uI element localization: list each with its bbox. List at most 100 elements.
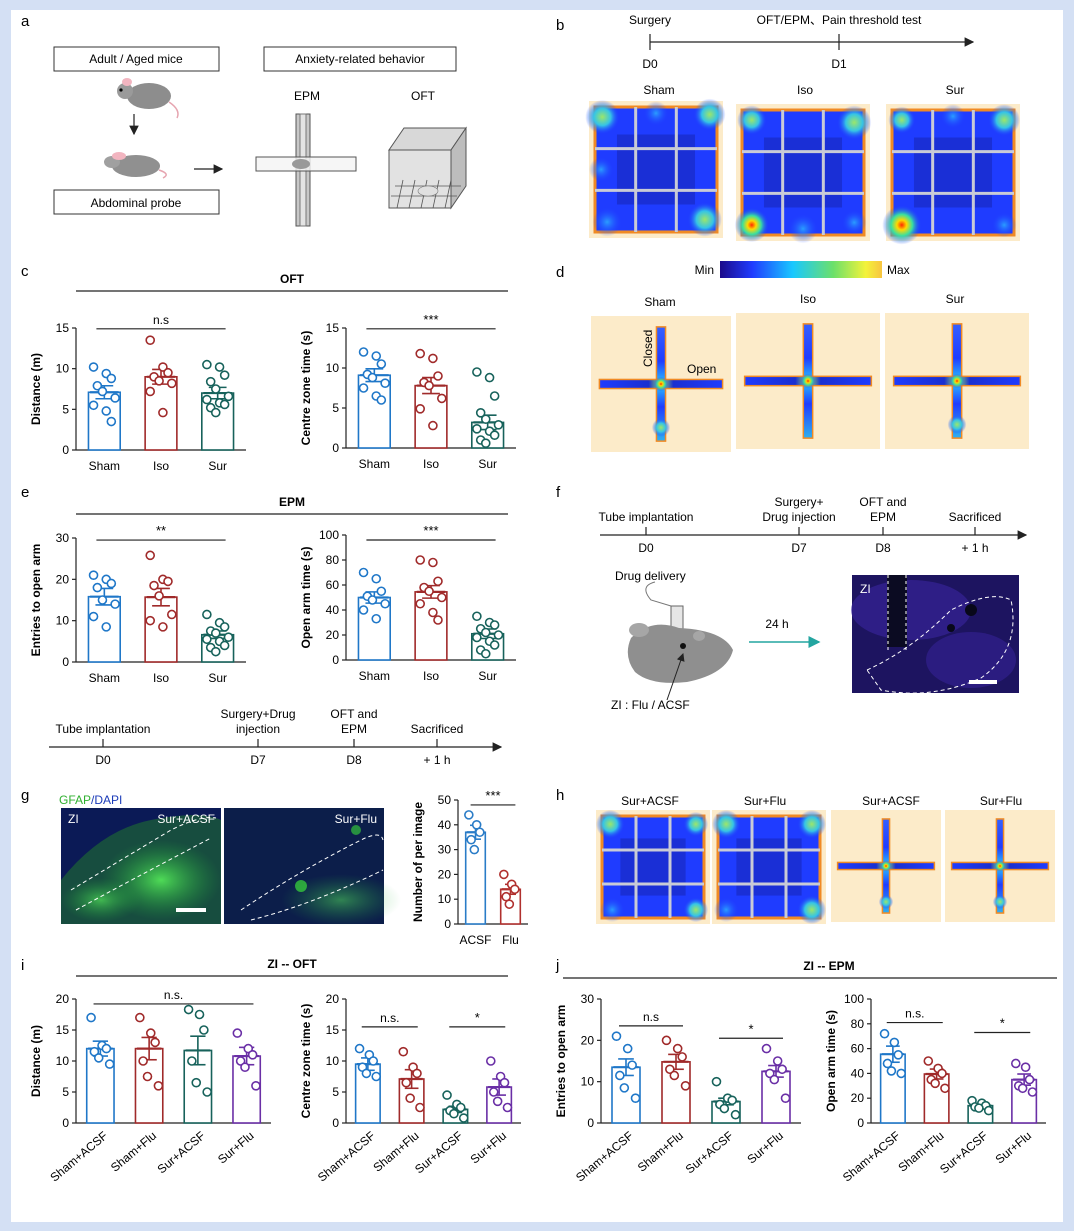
epm-label: EPM — [294, 89, 320, 103]
data-point — [493, 419, 504, 430]
data-point — [672, 1043, 683, 1054]
data-point — [88, 362, 99, 372]
x-tick-label: Sur+Flu — [468, 1129, 509, 1167]
panel-letter-e: e — [21, 484, 29, 501]
zi-oft-title: ZI -- OFT — [267, 957, 317, 971]
y-tick-label: 100 — [844, 992, 864, 1006]
closed-arm-label: Closed — [641, 330, 655, 367]
oft-heatmap-sham — [585, 98, 726, 238]
y-tick-label: 10 — [326, 361, 340, 375]
significance-label: *** — [423, 523, 438, 538]
data-point — [92, 582, 103, 593]
data-point — [974, 1103, 984, 1113]
data-point — [480, 648, 491, 659]
data-point — [469, 844, 480, 855]
y-tick-label: 0 — [857, 1116, 864, 1130]
x-tick-label: Sham+ACSF — [840, 1129, 903, 1185]
epm-section-title: EPM — [279, 495, 305, 509]
y-tick-label: 60 — [326, 578, 340, 592]
data-point — [449, 1108, 459, 1119]
y-tick-label: 15 — [326, 1023, 340, 1037]
box-mice — [53, 46, 220, 72]
data-point — [158, 407, 168, 418]
x-tick-label: Iso — [153, 671, 169, 685]
data-point — [194, 1009, 205, 1020]
data-point — [371, 1071, 382, 1082]
x-tick-label: Sham — [89, 459, 120, 473]
data-point — [615, 1070, 625, 1081]
x-tick-label: Sur — [478, 669, 497, 683]
timeline-mid-event-label: Sacrificed — [411, 722, 464, 736]
data-point — [428, 607, 438, 618]
x-tick-label: Iso — [423, 457, 439, 471]
panel-i-header: i ZI -- OFT — [21, 957, 508, 977]
y-tick-label: 10 — [56, 1054, 70, 1068]
timeline-f-day-label: D0 — [638, 541, 654, 555]
data-point — [219, 622, 230, 632]
data-point — [398, 1046, 409, 1057]
x-tick-label: Sur+Flu — [215, 1129, 256, 1167]
y-axis-label: Number of per image — [411, 802, 425, 922]
y-axis-label: Entries to open arm — [29, 544, 43, 657]
data-point — [630, 1093, 641, 1103]
data-point — [219, 399, 230, 410]
epm-apparatus — [255, 113, 357, 227]
mouse-illustration-2 — [104, 152, 167, 179]
data-point — [104, 1059, 115, 1069]
y-axis-label: Centre zone time (s) — [299, 331, 313, 446]
data-point — [371, 351, 382, 361]
data-point — [680, 1081, 691, 1091]
panel-d: d Min Max Sham Iso Sur Closed Open — [556, 261, 1029, 452]
data-point — [166, 378, 177, 389]
data-point — [88, 570, 99, 581]
data-point — [1017, 1083, 1028, 1094]
timeline-f-event-label: Surgery+ — [774, 495, 823, 509]
data-point — [380, 598, 390, 609]
data-point — [219, 370, 230, 380]
data-point — [163, 576, 173, 587]
data-point — [106, 416, 117, 427]
data-point — [202, 359, 212, 370]
data-point — [661, 1035, 672, 1046]
y-tick-label: 15 — [326, 321, 340, 335]
data-point — [886, 1066, 897, 1076]
data-point — [412, 1068, 422, 1079]
h-oft-heatmap-acsf — [595, 809, 710, 924]
panel-a: a Adult / Aged mice Anxiety-related beha… — [21, 13, 467, 227]
panel-letter-i: i — [21, 957, 24, 974]
significance-label: n.s. — [380, 1011, 399, 1025]
data-point — [376, 395, 387, 405]
x-tick-label: Sham+Flu — [635, 1129, 686, 1175]
data-point — [930, 1078, 940, 1089]
zi-image-label: ZI — [860, 582, 871, 596]
y-tick-label: 40 — [326, 603, 340, 617]
y-tick-label: 0 — [587, 1116, 594, 1130]
scale-max-label: Max — [887, 263, 910, 277]
stain-gfap: GFAP — [59, 793, 91, 807]
data-point — [145, 386, 156, 397]
data-point — [983, 1105, 994, 1116]
y-tick-label: 0 — [62, 1116, 69, 1130]
epm-heatmap-sur — [885, 313, 1029, 449]
y-tick-label: 0 — [332, 653, 339, 667]
drug-delivery-label: Drug delivery — [615, 569, 686, 583]
y-tick-label: 30 — [56, 531, 70, 545]
data-point — [622, 1043, 633, 1054]
timeline-left: Tube implantation D0 Surgery+Druginjection… — [49, 707, 503, 767]
data-point — [93, 1053, 104, 1063]
x-tick-label: Sham+ACSF — [573, 1129, 636, 1185]
y-tick-label: 30 — [581, 992, 595, 1006]
data-point — [424, 380, 434, 391]
timeline-f-day-label: D7 — [791, 541, 807, 555]
data-point — [145, 615, 156, 626]
data-point — [940, 1083, 950, 1094]
data-point — [210, 628, 221, 638]
timeline-b-day-d1: D1 — [831, 57, 847, 71]
data-point — [442, 1090, 452, 1100]
data-point — [489, 391, 500, 401]
y-tick-label: 30 — [438, 843, 452, 857]
data-point — [502, 1102, 513, 1113]
data-point — [223, 632, 234, 643]
data-point — [1024, 1074, 1035, 1085]
